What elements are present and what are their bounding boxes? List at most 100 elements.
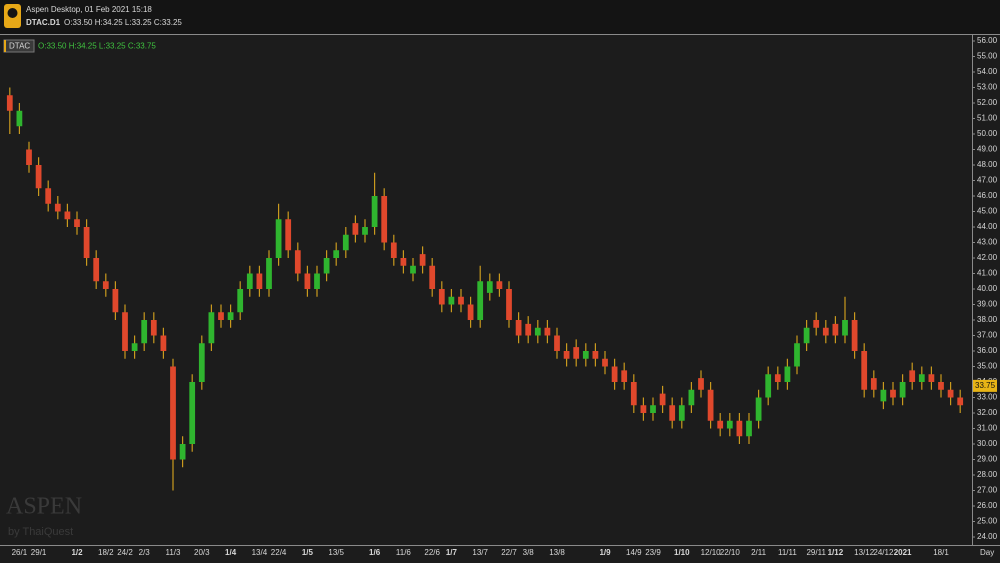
candle-body [832,323,839,336]
x-tick-label: 18/2 [98,548,114,557]
candle-body [784,366,791,382]
candle-body [390,242,397,258]
x-unit: Day [980,548,994,557]
x-tick-label: 1/9 [599,548,611,557]
candle-body [189,382,196,444]
candle-body [438,289,445,305]
x-tick-label: 13/5 [328,548,344,557]
candle-body [765,374,772,398]
candle-body [515,320,522,336]
y-tick-label: 27.00 [977,486,998,495]
y-tick-label: 26.00 [977,501,998,510]
candle-body [650,405,656,413]
candle-body [496,281,503,289]
candle-body [371,196,378,227]
candle-body [918,374,925,382]
candle-body [314,273,320,289]
x-tick-label: 26/1 [12,548,28,557]
candle-body [419,254,426,266]
y-tick-label: 36.00 [977,346,998,355]
candle-body [851,320,858,351]
last-price-label: 33.75 [975,381,996,390]
x-tick-label: 13/8 [549,548,565,557]
candle-body [803,327,810,344]
candle-body [122,312,128,351]
x-tick-label: 1/5 [302,548,314,557]
candle-body [35,165,42,189]
candle-body [774,374,781,382]
candle-body [64,211,71,220]
candle-body [342,234,349,251]
candle-body [150,320,157,336]
y-tick-label: 35.00 [977,362,998,371]
y-tick-label: 33.00 [977,393,998,402]
candle-body [525,323,532,336]
app-title: Aspen Desktop, 01 Feb 2021 15:18 [26,5,152,14]
candle-body [861,351,868,390]
x-tick-label: 2/11 [751,548,767,557]
candle-body [746,420,752,437]
x-tick-label: 12/10 [701,548,722,557]
candle-body [275,219,282,258]
candle-body [640,405,647,413]
candle-body [506,289,512,320]
candle-body [323,258,330,274]
candle-body [909,370,916,382]
y-tick-label: 43.00 [977,238,998,247]
candle-body [410,265,416,274]
candle-body [947,389,954,398]
candle-body [285,219,292,251]
candle-body [928,374,935,382]
candle-body [899,382,906,398]
x-tick-label: 1/4 [225,548,237,557]
candle-body [304,273,311,289]
candle-body [755,397,762,421]
candle-body [141,320,148,344]
candle-body [160,335,167,351]
x-tick-label: 2/3 [139,548,151,557]
x-tick-label: 18/1 [933,548,949,557]
y-tick-label: 51.00 [977,114,998,123]
x-tick-label: 3/8 [523,548,535,557]
y-tick-label: 32.00 [977,408,998,417]
candle-body [957,397,964,406]
watermark-by: by ThaiQuest [8,526,73,538]
last-price-tag [973,379,997,392]
y-tick-label: 50.00 [977,129,998,138]
candle-body [102,281,109,289]
candle-body [218,312,224,320]
candle-body [93,258,100,282]
candle-body [179,444,186,460]
candle-body [592,351,599,359]
legend-symbol: DTAC [9,42,30,51]
candle-body [870,378,877,390]
candle-body [400,258,407,266]
candle-body [256,273,263,289]
candle-body [563,351,570,359]
x-tick-label: 29/1 [31,548,47,557]
x-tick-label: 22/7 [501,548,517,557]
candle-body [880,389,887,402]
candle-body [362,227,368,235]
y-tick-label: 55.00 [977,52,998,61]
candle-body [630,382,637,406]
candle-body [486,281,493,293]
x-tick-label: 22/6 [424,548,440,557]
candle-body [6,95,13,111]
candle-body [83,227,90,258]
candle-body [266,258,272,289]
candle-body [16,110,23,127]
candle-body [26,149,32,165]
y-tick-label: 53.00 [977,83,998,92]
x-tick-label: 13/7 [472,548,488,557]
candle-body [544,327,551,336]
x-tick-label: 1/12 [828,548,844,557]
y-tick-label: 29.00 [977,455,998,464]
x-tick-label: 22/10 [720,548,741,557]
y-tick-label: 54.00 [977,67,998,76]
candle-body [246,273,253,289]
candle-body [131,343,138,351]
y-tick-label: 28.00 [977,470,998,479]
candle-body [74,219,80,227]
